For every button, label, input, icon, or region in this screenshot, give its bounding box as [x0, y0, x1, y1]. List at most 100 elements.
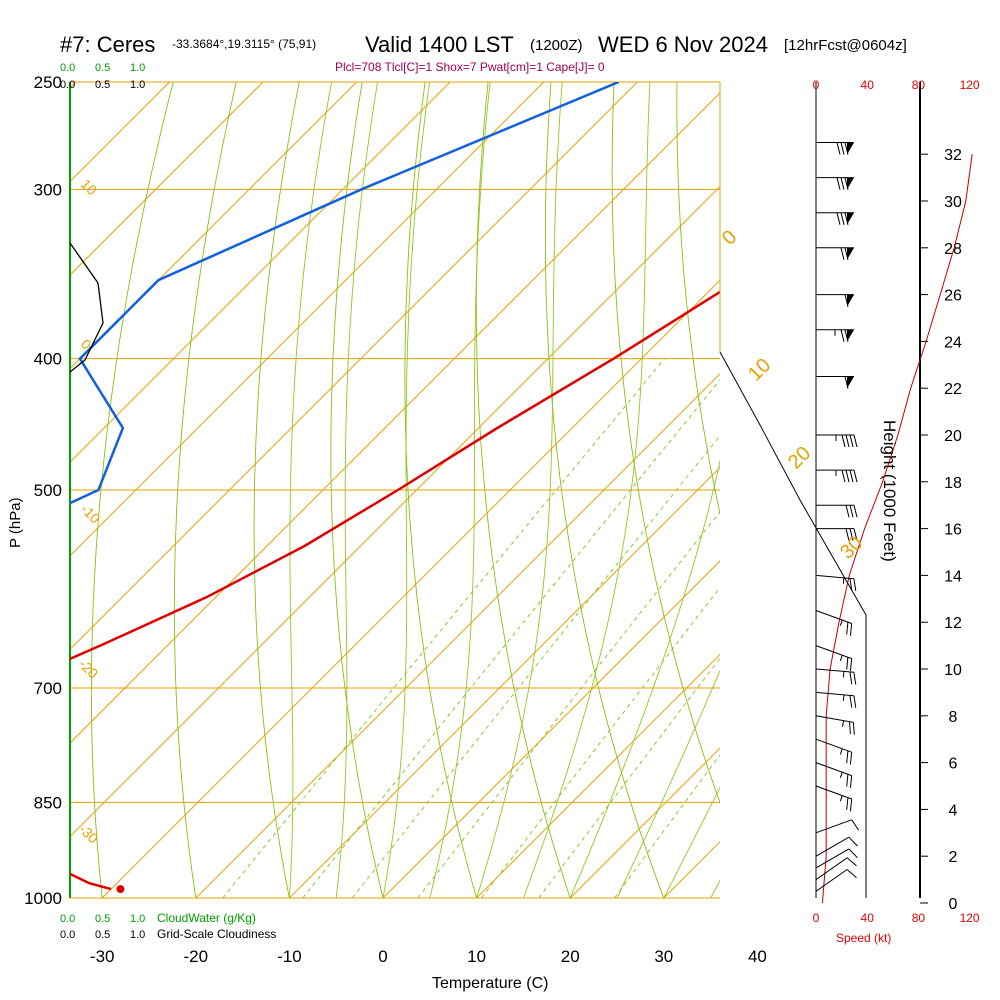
mixing-ratio-line [614, 754, 720, 898]
valid-time: Valid 1400 LST [365, 32, 514, 57]
cloud-tick-bot-0: 0.0 [60, 913, 75, 925]
barb-feather [846, 750, 849, 764]
barb-feather [844, 329, 849, 342]
y-axis-label: P (hPa) [7, 497, 24, 548]
height-tick-label: 24 [944, 334, 962, 351]
barb-feather [849, 528, 854, 541]
barb-feather [849, 434, 854, 448]
cloudiness-tick-bot-1: 0.5 [95, 929, 110, 941]
thermo-grid [70, 82, 1000, 898]
station-title: #7: Ceres [60, 32, 155, 57]
wind-barb [816, 434, 858, 448]
barb-feather [844, 212, 849, 225]
wind-barb [815, 715, 855, 735]
cloud-tick-top-2: 1.0 [130, 62, 145, 74]
isotherm-line [757, 82, 1000, 898]
mixing-ratio-line [222, 358, 665, 898]
wind-barb [815, 610, 853, 636]
barb-half-feather [839, 772, 843, 778]
barb-feather [849, 775, 853, 788]
isotherm-line [382, 560, 720, 898]
dry-adiabat-line [475, 82, 571, 898]
pressure-tick-label: 500 [34, 481, 62, 500]
wind-barb [816, 212, 854, 225]
barb-feather [849, 752, 853, 765]
wind-barb [815, 691, 857, 708]
cloudiness-tick-top-0: 0.0 [60, 79, 75, 91]
wind-barb [815, 869, 857, 892]
isotherm-line [70, 82, 545, 557]
barb-half-feather [842, 671, 845, 678]
height-tick-label: 12 [944, 615, 962, 632]
mixing-ratio-line [481, 586, 720, 898]
temperature-tick-labels: -30 -20 -10 0 10 20 30 40 [90, 947, 767, 966]
height-tick-label: 4 [949, 802, 958, 819]
dry-adiabat-line [404, 82, 478, 898]
cloudwater-title: CloudWater (g/Kg) [157, 911, 256, 925]
barb-feather [848, 836, 858, 847]
cloud-tick-bot-1: 0.5 [95, 913, 110, 925]
height-tick-label: 20 [944, 428, 962, 445]
barb-staff [815, 869, 848, 892]
moist-adiabat-line [569, 459, 720, 898]
barb-half-feather [842, 720, 845, 727]
mixing-ratio-line [351, 435, 720, 898]
barb-feather [853, 528, 858, 541]
barb-feather [845, 434, 850, 448]
temperature-tick-label: 40 [748, 947, 767, 966]
height-tick-label: 30 [944, 194, 962, 211]
cloudiness-tick-bot-0: 0.0 [60, 929, 75, 941]
height-tick-label: 10 [944, 662, 962, 679]
isotherm-line [101, 279, 720, 898]
barb-flag [847, 329, 854, 342]
pressure-tick-label: 300 [34, 180, 62, 199]
valid-date: WED 6 Nov 2024 [598, 32, 768, 57]
isotherm-line [70, 185, 720, 838]
dewpoint-line [70, 82, 620, 505]
cloudiness-curve [69, 242, 104, 373]
wind-barb [816, 177, 854, 190]
barb-feather [844, 376, 849, 389]
wind-barb [816, 294, 854, 307]
speed-tick-label: 0 [813, 78, 820, 92]
zulu-time: (1200Z) [530, 37, 583, 54]
mixing-ratio-label: 3 [343, 901, 360, 918]
isotherm-label: 10 [744, 354, 775, 385]
barb-feather [853, 578, 857, 591]
barb-feather [849, 721, 851, 735]
barb-feather [846, 774, 849, 787]
barb-feather [846, 857, 857, 867]
dry-adiabat-line [803, 82, 1000, 898]
barb-staff [815, 848, 850, 869]
barb-staff [815, 691, 854, 697]
barb-flag [847, 247, 854, 260]
dry-adiabat-line [330, 82, 384, 898]
barb-staff [815, 819, 852, 834]
height-tick-label: 26 [944, 288, 962, 305]
isotherm-label: 30 [836, 532, 867, 563]
wind-barb [816, 469, 858, 483]
wind-barb [816, 504, 858, 518]
barb-half-feather [839, 748, 843, 755]
stability-indices: Plcl=708 Tlcl[C]=1 Shox=7 Pwat[cm]=1 Cap… [335, 60, 605, 74]
speed-tick-label: 120 [960, 911, 980, 925]
barb-feather [849, 578, 853, 591]
barb-flag [847, 212, 854, 225]
barb-flag [847, 177, 854, 190]
barb-feather [851, 819, 860, 831]
height-tick-label: 0 [949, 896, 958, 913]
barb-feather [845, 469, 850, 483]
sounding-lines: 1 2 3 5 8 12 20 [70, 82, 720, 918]
mixing-ratio-label: 20 [605, 895, 627, 917]
height-tick-label: 22 [944, 381, 962, 398]
barb-flag [847, 142, 854, 155]
barb-feather [853, 695, 857, 708]
barb-feather [840, 142, 845, 155]
temperature-tick-label: -20 [184, 947, 209, 966]
speed-tick-label: 0 [813, 911, 820, 925]
barb-feather [849, 695, 853, 708]
isotherm-line [195, 373, 720, 898]
barb-feather [848, 848, 858, 859]
wind-barbs [815, 142, 860, 892]
